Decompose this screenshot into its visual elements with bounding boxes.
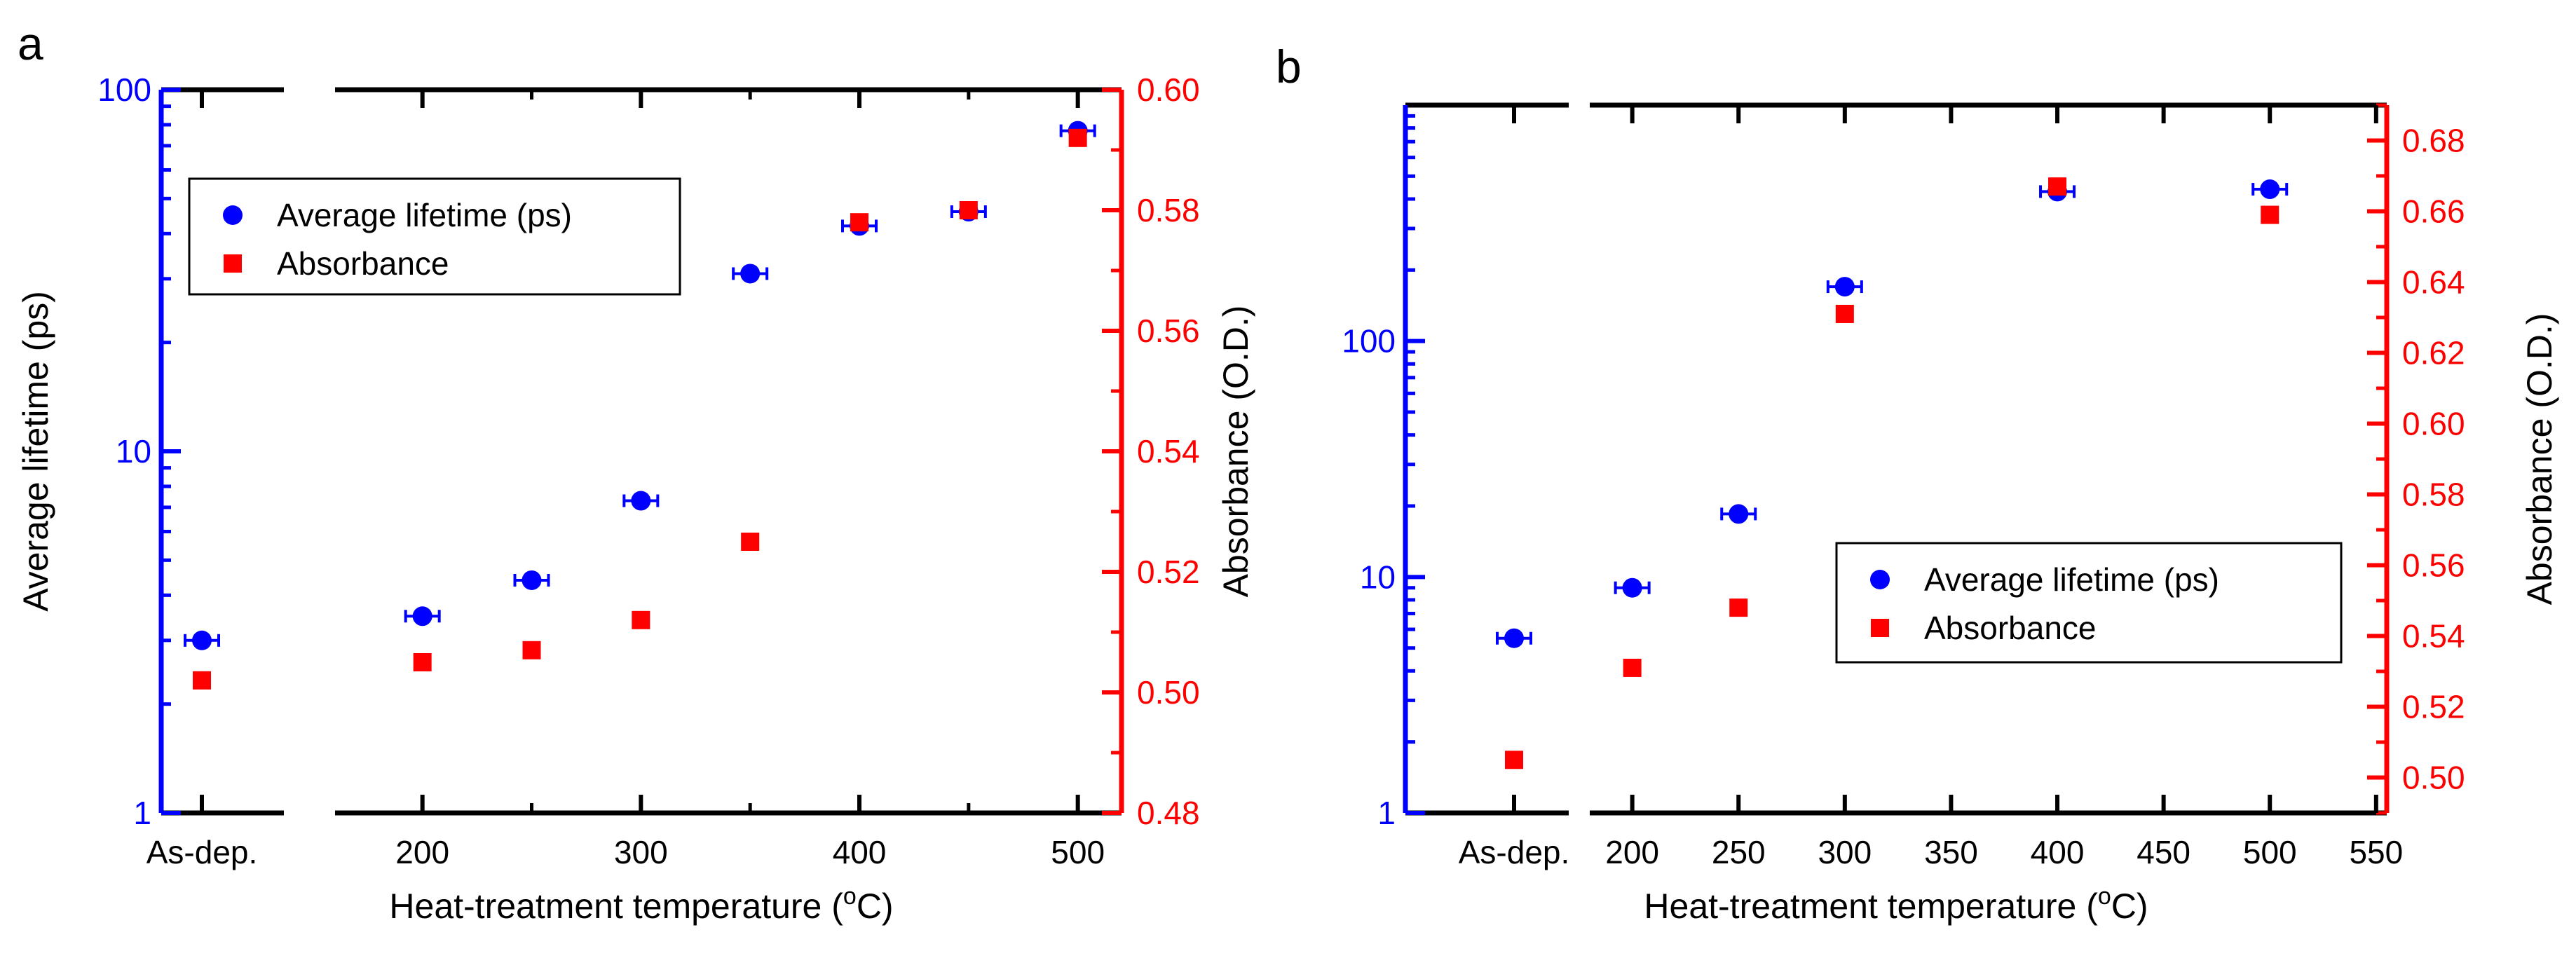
panel-label: a xyxy=(18,18,43,69)
left-tick-label: 10 xyxy=(1360,559,1396,595)
lifetime-point xyxy=(412,606,432,627)
x-tick-label: 400 xyxy=(2031,834,2085,870)
absorbance-point xyxy=(632,610,650,629)
x-category-label: As-dep. xyxy=(1459,834,1570,870)
right-tick-label: 0.54 xyxy=(1137,433,1200,470)
left-tick-label: 1 xyxy=(133,795,151,831)
legend: Average lifetime (ps) Absorbance xyxy=(1835,542,2343,664)
right-tick-label: 0.60 xyxy=(1137,71,1200,108)
absorbance-point xyxy=(2261,205,2279,224)
right-y-axis-title: Absorbance (O.D.) xyxy=(2520,313,2559,605)
lifetime-point xyxy=(192,630,212,650)
right-tick-label: 0.62 xyxy=(2402,335,2465,371)
legend-box xyxy=(1835,542,2343,664)
absorbance-point xyxy=(413,653,432,671)
right-tick-label: 0.68 xyxy=(2402,123,2465,159)
x-tick-label: 300 xyxy=(614,834,668,870)
x-tick-label: 500 xyxy=(2243,834,2297,870)
lifetime-point xyxy=(631,491,651,511)
x-tick-label: 500 xyxy=(1051,834,1105,870)
absorbance-point xyxy=(959,201,978,219)
x-tick-label: 250 xyxy=(1712,834,1766,870)
absorbance-point xyxy=(1729,598,1748,617)
left-tick-label: 100 xyxy=(97,71,151,108)
left-tick-label: 10 xyxy=(116,433,151,470)
right-tick-label: 0.52 xyxy=(1137,554,1200,590)
x-axis-title: Heat-treatment temperature (oC) xyxy=(389,883,893,926)
x-axis-title-unit: C) xyxy=(857,887,894,926)
x-axis-title: Heat-treatment temperature (oC) xyxy=(1644,883,2148,926)
x-tick-label: 350 xyxy=(1924,834,1978,870)
lifetime-point xyxy=(740,264,761,284)
x-tick-label: 200 xyxy=(395,834,449,870)
right-y-axis-title: Absorbance (O.D.) xyxy=(1216,306,1255,598)
legend-absorbance-marker xyxy=(224,254,242,273)
right-tick-label: 0.52 xyxy=(2402,689,2465,725)
right-tick-label: 0.60 xyxy=(2402,406,2465,442)
panel-b: b 1 10 100 0.50 0.52 0.54 0.56 0.58 0.60 0.62 0.64 0… xyxy=(1276,41,2559,926)
x-tick-label: 200 xyxy=(1605,834,1659,870)
absorbance-point xyxy=(1505,751,1523,769)
panel-a: a 1 10 100 0.48 0.50 0.52 0.54 0.56 0.58 0.60 As-de… xyxy=(16,18,1255,926)
absorbance-point xyxy=(1835,304,1854,323)
right-tick-label: 0.66 xyxy=(2402,193,2465,230)
right-tick-label: 0.58 xyxy=(2402,477,2465,513)
lifetime-point xyxy=(522,570,542,590)
axes-frame xyxy=(1405,102,2387,816)
x-axis-title-unit: C) xyxy=(2111,887,2148,926)
lifetime-point xyxy=(1729,504,1749,524)
absorbance-point xyxy=(850,213,868,232)
legend-lifetime-marker xyxy=(1870,570,1890,589)
right-tick-label: 0.48 xyxy=(1137,795,1200,831)
x-tick-label: 550 xyxy=(2349,834,2403,870)
legend-lifetime-marker xyxy=(223,205,243,225)
axes-frame xyxy=(161,87,1122,816)
left-tick-label: 100 xyxy=(1342,323,1396,360)
legend: Average lifetime (ps) Absorbance xyxy=(188,177,681,296)
x-tick-label: 300 xyxy=(1818,834,1872,870)
right-tick-label: 0.50 xyxy=(2402,760,2465,796)
absorbance-point xyxy=(741,533,760,551)
right-tick-label: 0.58 xyxy=(1137,192,1200,228)
absorbance-point xyxy=(522,641,541,659)
x-tick-label: 400 xyxy=(833,834,887,870)
x-tick-label: 450 xyxy=(2137,834,2190,870)
left-y-axis-title: Average lifetime (ps) xyxy=(16,291,55,612)
right-tick-label: 0.56 xyxy=(2402,547,2465,584)
left-tick-label: 1 xyxy=(1377,795,1396,831)
absorbance-point xyxy=(1068,128,1087,147)
right-tick-label: 0.50 xyxy=(1137,674,1200,711)
lifetime-point xyxy=(1834,277,1855,297)
lifetime-point xyxy=(1504,628,1524,648)
x-axis-title-superscript: o xyxy=(2098,883,2111,910)
right-tick-label: 0.56 xyxy=(1137,313,1200,349)
x-axis-title-text: Heat-treatment temperature ( xyxy=(1644,887,2098,926)
legend-absorbance-label: Absorbance xyxy=(277,245,449,282)
x-axis-title-text: Heat-treatment temperature ( xyxy=(389,887,843,926)
absorbance-point xyxy=(193,671,211,690)
legend-absorbance-marker xyxy=(1871,619,1889,637)
lifetime-point xyxy=(1622,577,1642,598)
x-axis-title-superscript: o xyxy=(843,883,857,910)
panel-label: b xyxy=(1276,41,1302,93)
legend-lifetime-label: Average lifetime (ps) xyxy=(1924,561,2219,598)
legend-lifetime-label: Average lifetime (ps) xyxy=(277,197,572,233)
legend-box xyxy=(188,177,681,296)
x-category-label: As-dep. xyxy=(146,834,258,870)
legend-absorbance-label: Absorbance xyxy=(1924,610,2097,646)
absorbance-point xyxy=(2048,177,2067,196)
absorbance-point xyxy=(1623,658,1642,677)
right-tick-label: 0.54 xyxy=(2402,618,2465,655)
lifetime-point xyxy=(2260,179,2280,200)
right-tick-label: 0.64 xyxy=(2402,264,2465,301)
